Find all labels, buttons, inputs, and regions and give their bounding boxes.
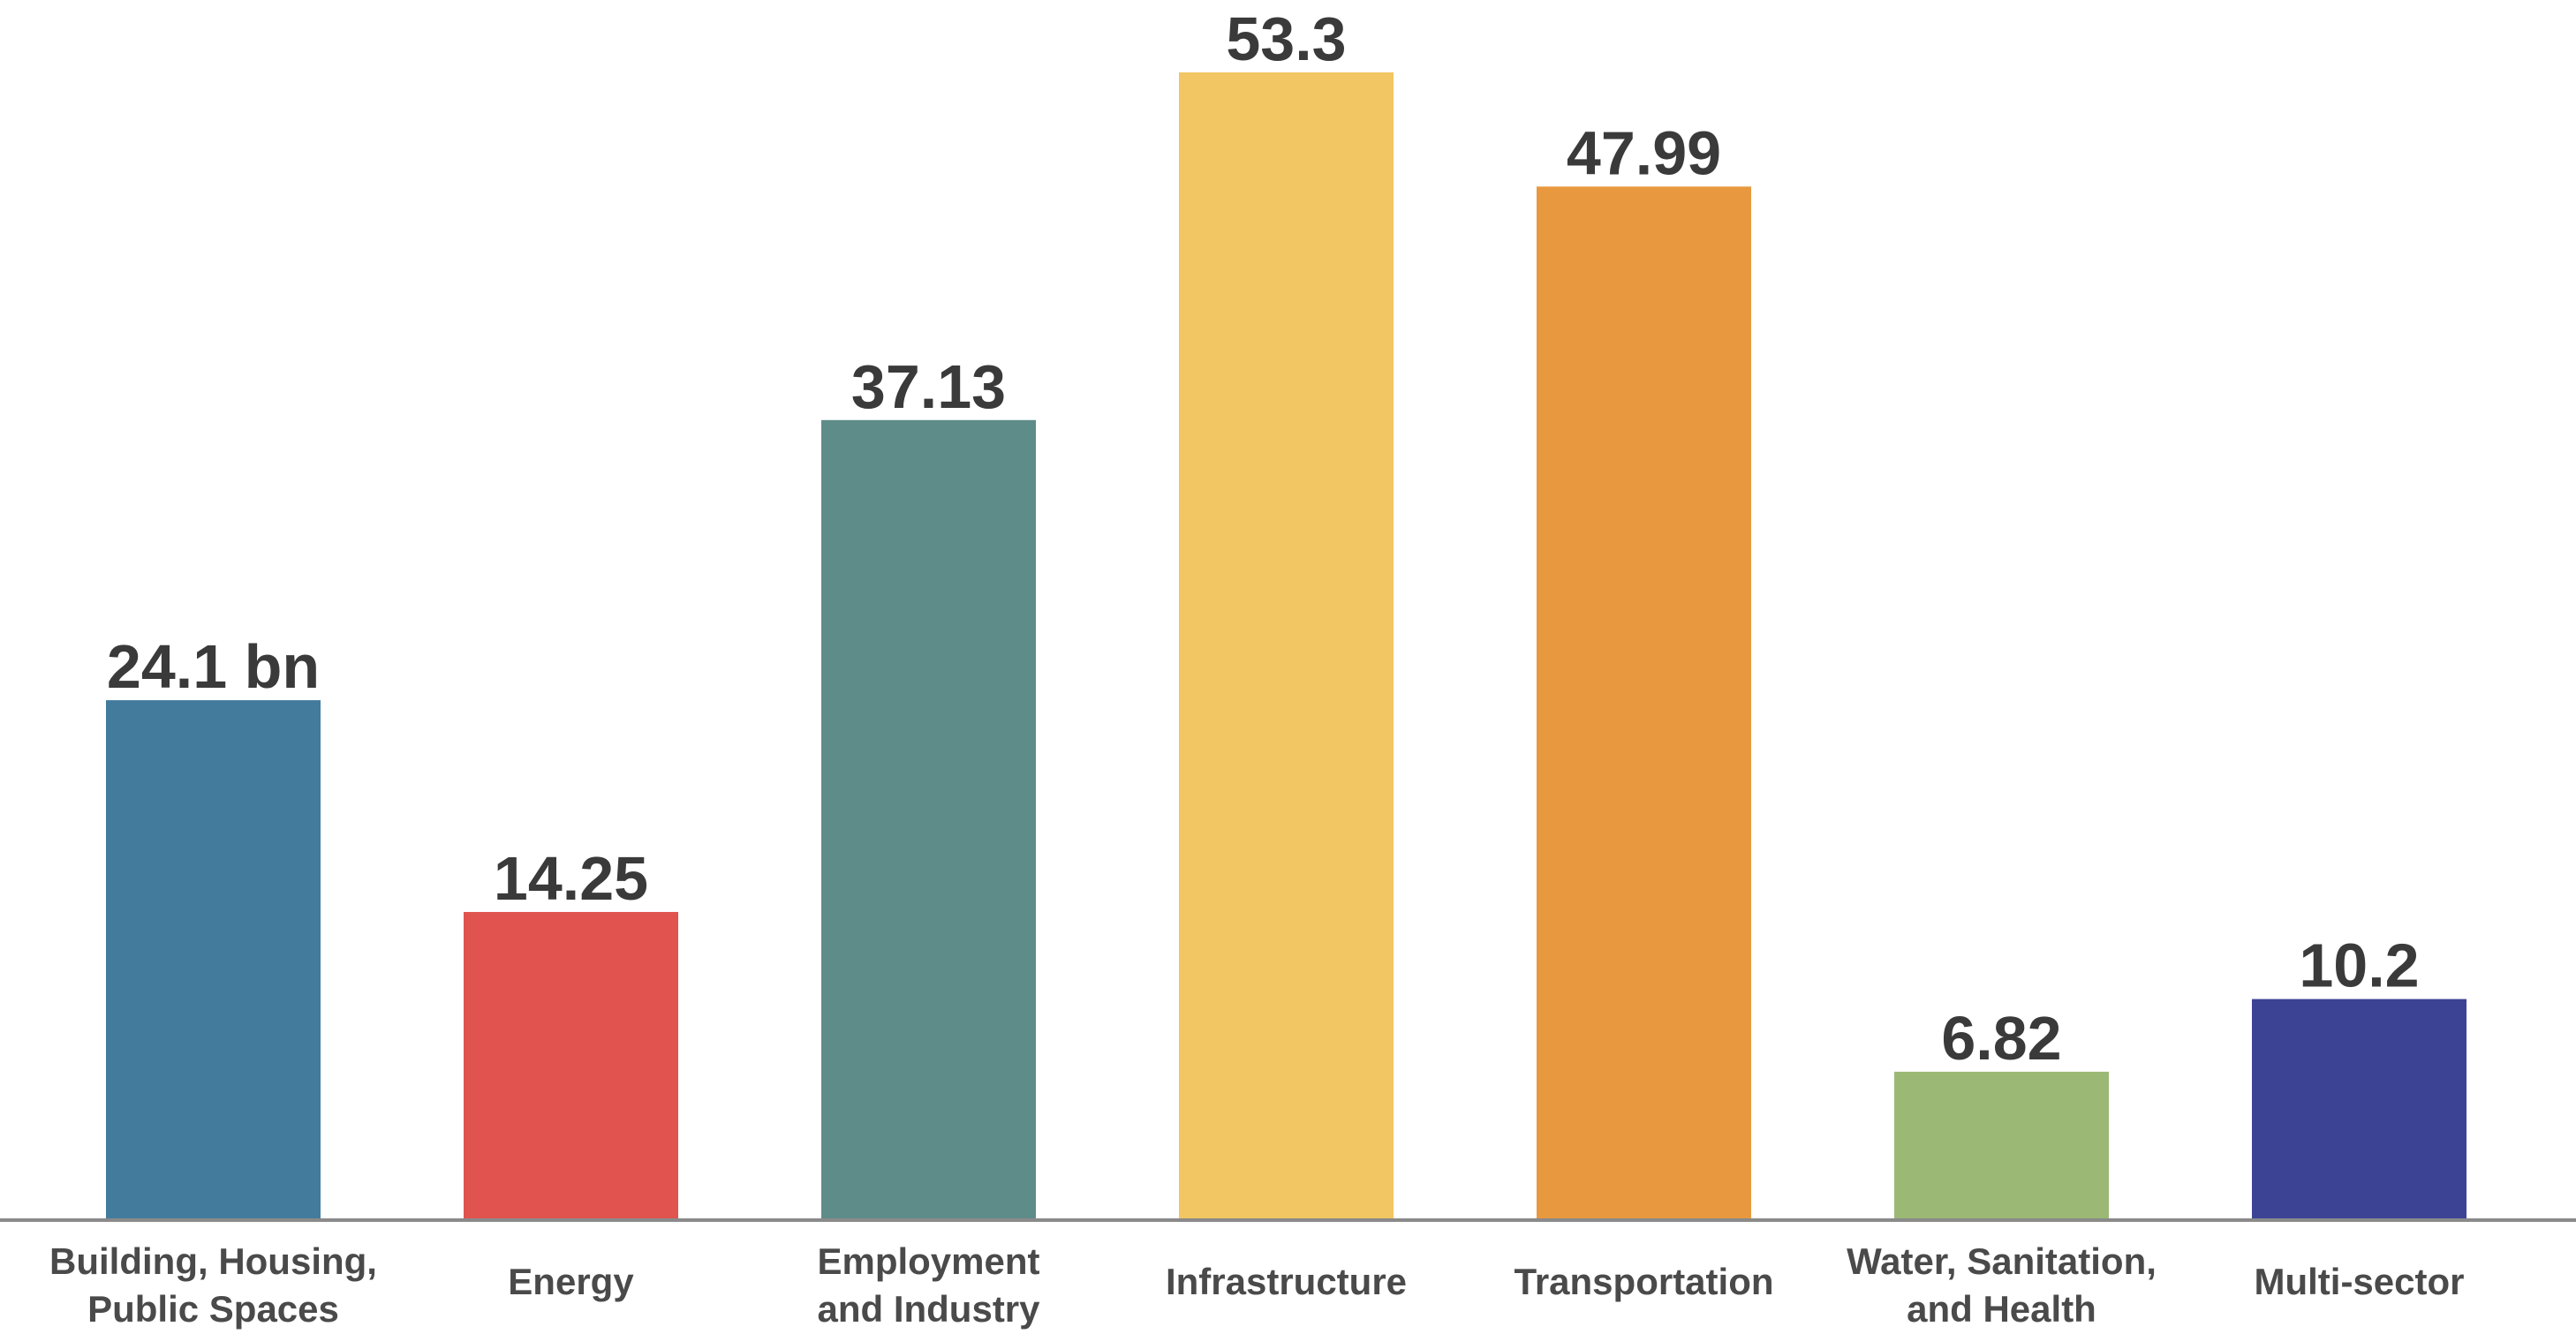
bars-layer	[106, 72, 2466, 1219]
bar-0	[106, 700, 321, 1218]
bar-value-label-6: 10.2	[2299, 931, 2419, 1000]
bar-value-label-2: 37.13	[851, 352, 1006, 421]
bar-value-label-0: 24.1 bn	[107, 632, 320, 701]
category-label-4: Transportation	[1514, 1261, 1773, 1302]
category-label-2-line-0: Employment	[817, 1240, 1039, 1282]
category-label-0-line-0: Building, Housing,	[49, 1240, 377, 1282]
bar-3	[1179, 72, 1394, 1218]
bar-4	[1537, 186, 1751, 1218]
category-label-5: Water, Sanitation, and Health	[1847, 1240, 2157, 1330]
bar-value-label-1: 14.25	[494, 844, 648, 913]
category-labels-layer: Building, Housing, Public Spaces Energy Emp…	[49, 1240, 2464, 1330]
category-label-1: Energy	[508, 1261, 634, 1302]
bar-6	[2252, 999, 2466, 1218]
bar-value-label-4: 47.99	[1567, 118, 1721, 187]
bar-value-label-5: 6.82	[1941, 1004, 2061, 1073]
value-labels-layer: 24.1 bn 14.25 37.13 53.3 47.99 6.82 10.2	[107, 4, 2420, 1073]
bar-5	[1894, 1071, 2109, 1218]
bar-2	[821, 419, 1036, 1219]
bar-1	[464, 911, 678, 1218]
category-label-2-line-1: and Industry	[817, 1288, 1040, 1330]
bar-value-label-3: 53.3	[1226, 4, 1346, 73]
category-label-5-line-0: Water, Sanitation,	[1847, 1240, 2157, 1282]
category-label-2: Employment and Industry	[817, 1240, 1040, 1330]
category-label-6: Multi-sector	[2254, 1261, 2464, 1302]
category-label-5-line-1: and Health	[1907, 1288, 2096, 1330]
category-label-0-line-1: Public Spaces	[87, 1288, 339, 1330]
category-label-3: Infrastructure	[1166, 1261, 1407, 1302]
category-label-0: Building, Housing, Public Spaces	[49, 1240, 377, 1330]
